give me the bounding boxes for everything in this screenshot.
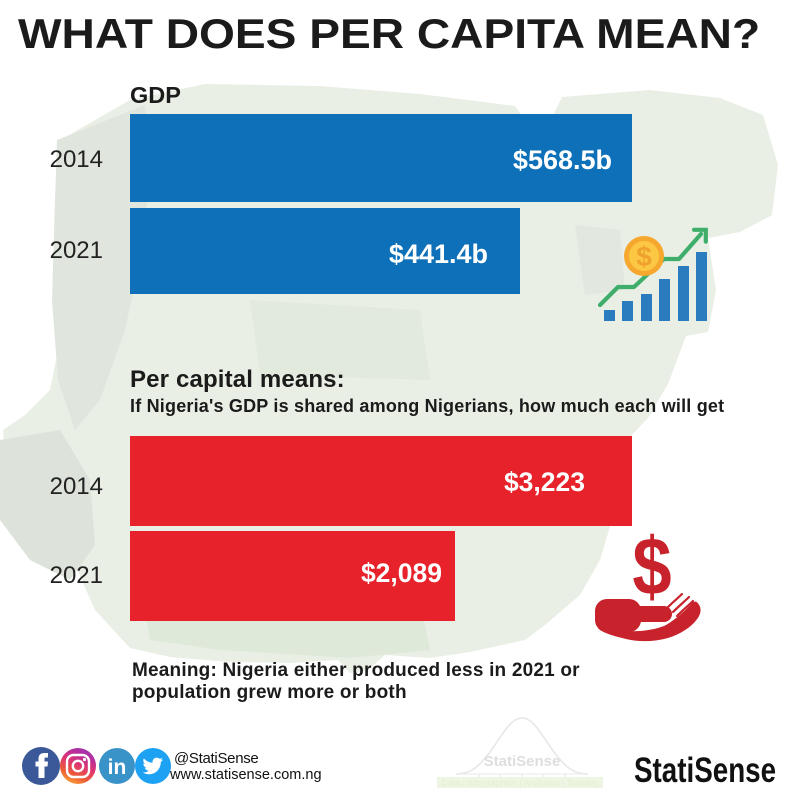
svg-text:Data | Infographics | Analytic: Data | Infographics | Analytics | Traini… — [441, 778, 599, 788]
svg-text:$: $ — [636, 241, 652, 272]
svg-text:in: in — [108, 756, 127, 779]
svg-text:$: $ — [632, 528, 671, 613]
svg-text:StatiSense: StatiSense — [484, 753, 561, 770]
